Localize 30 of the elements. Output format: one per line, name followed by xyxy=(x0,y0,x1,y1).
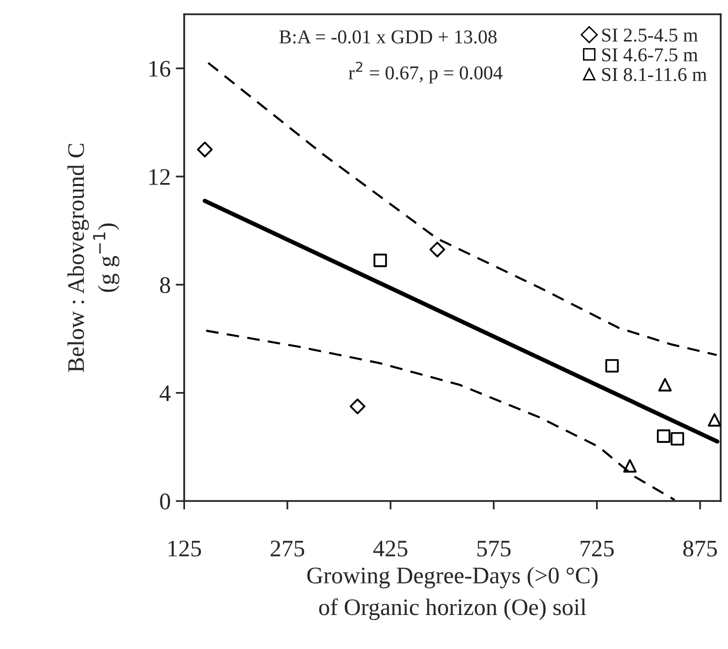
y-tick-label: 8 xyxy=(160,277,170,294)
y-tick-label: 12 xyxy=(149,169,170,185)
x-tick-label: 725 xyxy=(580,540,614,557)
x-tick-label: 575 xyxy=(477,540,511,557)
y-tick-label: 16 xyxy=(149,60,170,77)
x-axis-title: Growing Degree-Days (>0 °C) of Organic horizon (Oe) soil xyxy=(307,566,598,620)
legend-label: SI 8.1-11.6 m xyxy=(602,68,707,82)
x-tick-label: 875 xyxy=(683,540,717,557)
line-series xyxy=(207,62,718,356)
annotation: r$^{2}$ = 0.67, p = 0.004 xyxy=(348,62,502,84)
point xyxy=(429,242,446,258)
annotation: B:A = -0.01 x GDD + 13.08 xyxy=(279,30,497,44)
y-axis-title: Below : Aboveground C (g g$^{−1}$) xyxy=(67,144,120,372)
point xyxy=(656,429,670,443)
point xyxy=(623,459,637,473)
legend-label: SI 2.5-4.5 m xyxy=(602,28,698,42)
x-tick-label: 425 xyxy=(373,540,408,557)
point xyxy=(350,398,366,414)
x-tick-label: 275 xyxy=(270,540,304,557)
point xyxy=(670,432,684,446)
point xyxy=(196,142,213,158)
point xyxy=(374,254,387,268)
y-tick-label: 4 xyxy=(160,386,171,402)
point xyxy=(658,378,672,392)
point xyxy=(605,359,619,373)
legend-label: SI 4.6-7.5 m xyxy=(602,48,698,62)
line-series xyxy=(205,330,676,501)
x-tick-label: 125 xyxy=(168,540,201,557)
point xyxy=(708,413,721,427)
y-tick-label: 0 xyxy=(160,494,170,510)
